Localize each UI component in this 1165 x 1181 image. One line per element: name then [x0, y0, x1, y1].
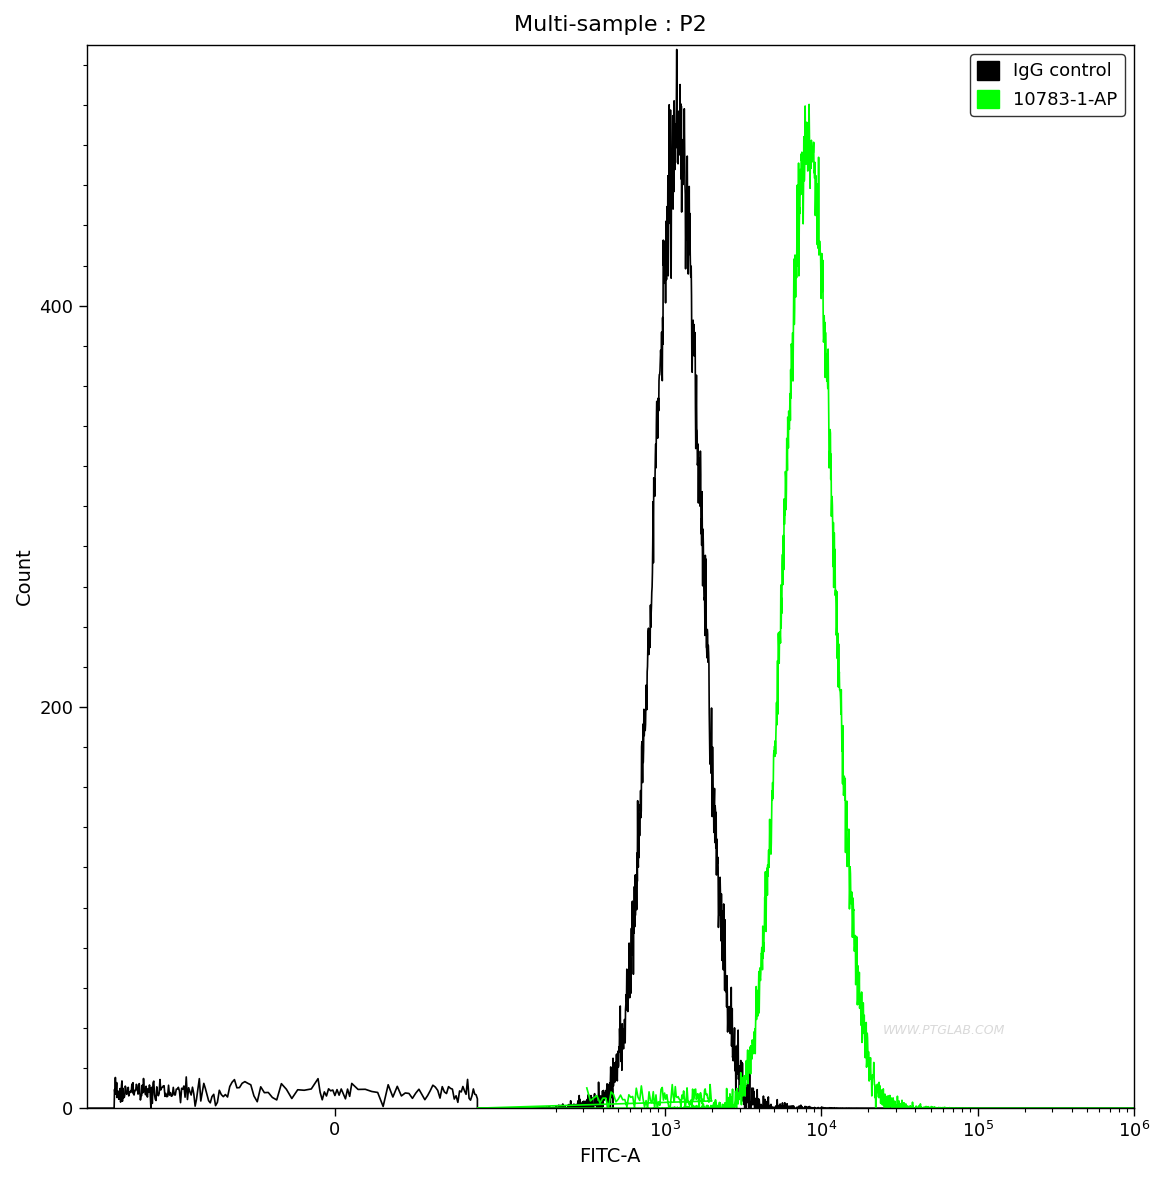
Line: 10783-1-AP: 10783-1-AP [478, 104, 1134, 1108]
IgG control [777, 1101, 791, 1115]
Title: Multi-sample : P2: Multi-sample : P2 [514, 15, 707, 35]
10783-1-AP [580, 1081, 594, 1095]
10783-1-AP [991, 1101, 1005, 1115]
IgG control [476, 1101, 490, 1115]
10783-1-AP [1059, 1101, 1073, 1115]
10783-1-AP [1127, 1101, 1141, 1115]
10783-1-AP [834, 693, 848, 707]
10783-1-AP [802, 97, 816, 111]
X-axis label: FITC-A: FITC-A [579, 1147, 641, 1166]
10783-1-AP [1069, 1101, 1083, 1115]
Line: IgG control: IgG control [86, 50, 1134, 1108]
IgG control [79, 1101, 93, 1115]
IgG control [1127, 1101, 1141, 1115]
10783-1-AP [559, 1101, 573, 1115]
IgG control [1004, 1101, 1018, 1115]
IgG control [795, 1101, 809, 1115]
IgG control [670, 43, 684, 57]
Y-axis label: Count: Count [15, 548, 34, 606]
Text: WWW.PTGLAB.COM: WWW.PTGLAB.COM [883, 1024, 1005, 1037]
Legend: IgG control, 10783-1-AP: IgG control, 10783-1-AP [970, 54, 1125, 116]
IgG control [951, 1101, 965, 1115]
10783-1-AP [559, 1101, 573, 1115]
10783-1-AP [601, 1101, 615, 1115]
IgG control [629, 868, 643, 882]
